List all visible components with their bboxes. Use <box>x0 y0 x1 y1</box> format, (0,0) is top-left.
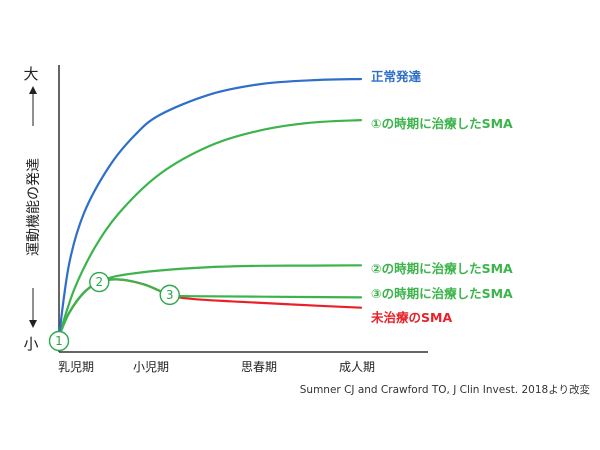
series-label: 正常発達 <box>371 69 422 84</box>
series-lines <box>57 77 363 338</box>
stage-marker-circle <box>159 284 180 306</box>
source-note: Sumner CJ and Crawford TO, J Clin Invest… <box>300 383 591 396</box>
stage-marker-label: 2 <box>95 275 103 289</box>
stage-marker: 1 <box>48 330 70 352</box>
stage-marker: 2 <box>89 271 110 293</box>
stage-marker-label: 1 <box>55 334 63 348</box>
series-label: ①の時期に治療したSMA <box>371 116 513 131</box>
series-label: ②の時期に治療したSMA <box>371 261 513 276</box>
stage-marker-circle <box>48 330 70 352</box>
y-top-label: 大 <box>23 65 38 83</box>
series-line <box>57 264 363 338</box>
stage-markers: 1 2 3 <box>48 271 180 352</box>
x-tick-label: 小児期 <box>133 360 169 374</box>
series-label: ③の時期に治療したSMA <box>371 286 513 301</box>
series-line <box>57 119 363 338</box>
series-line <box>57 77 363 338</box>
series-labels: 正常発達 ①の時期に治療したSMA ②の時期に治療したSMA ③の時期に治療したSMA… <box>370 69 513 325</box>
y-bottom-label: 小 <box>23 335 38 353</box>
series-label: 未治療のSMA <box>370 310 452 325</box>
stage-marker-label: 3 <box>166 288 174 302</box>
x-tick-label: 乳児期 <box>58 360 94 374</box>
x-tick-labels: 乳児期 小児期 思春期 成人期 <box>58 360 375 374</box>
y-axis-label: 運動機能の発達 <box>26 158 42 256</box>
stage-marker: 3 <box>159 284 180 306</box>
x-tick-label: 思春期 <box>241 360 277 374</box>
x-tick-label: 成人期 <box>339 360 375 374</box>
stage-marker-circle <box>89 271 110 293</box>
